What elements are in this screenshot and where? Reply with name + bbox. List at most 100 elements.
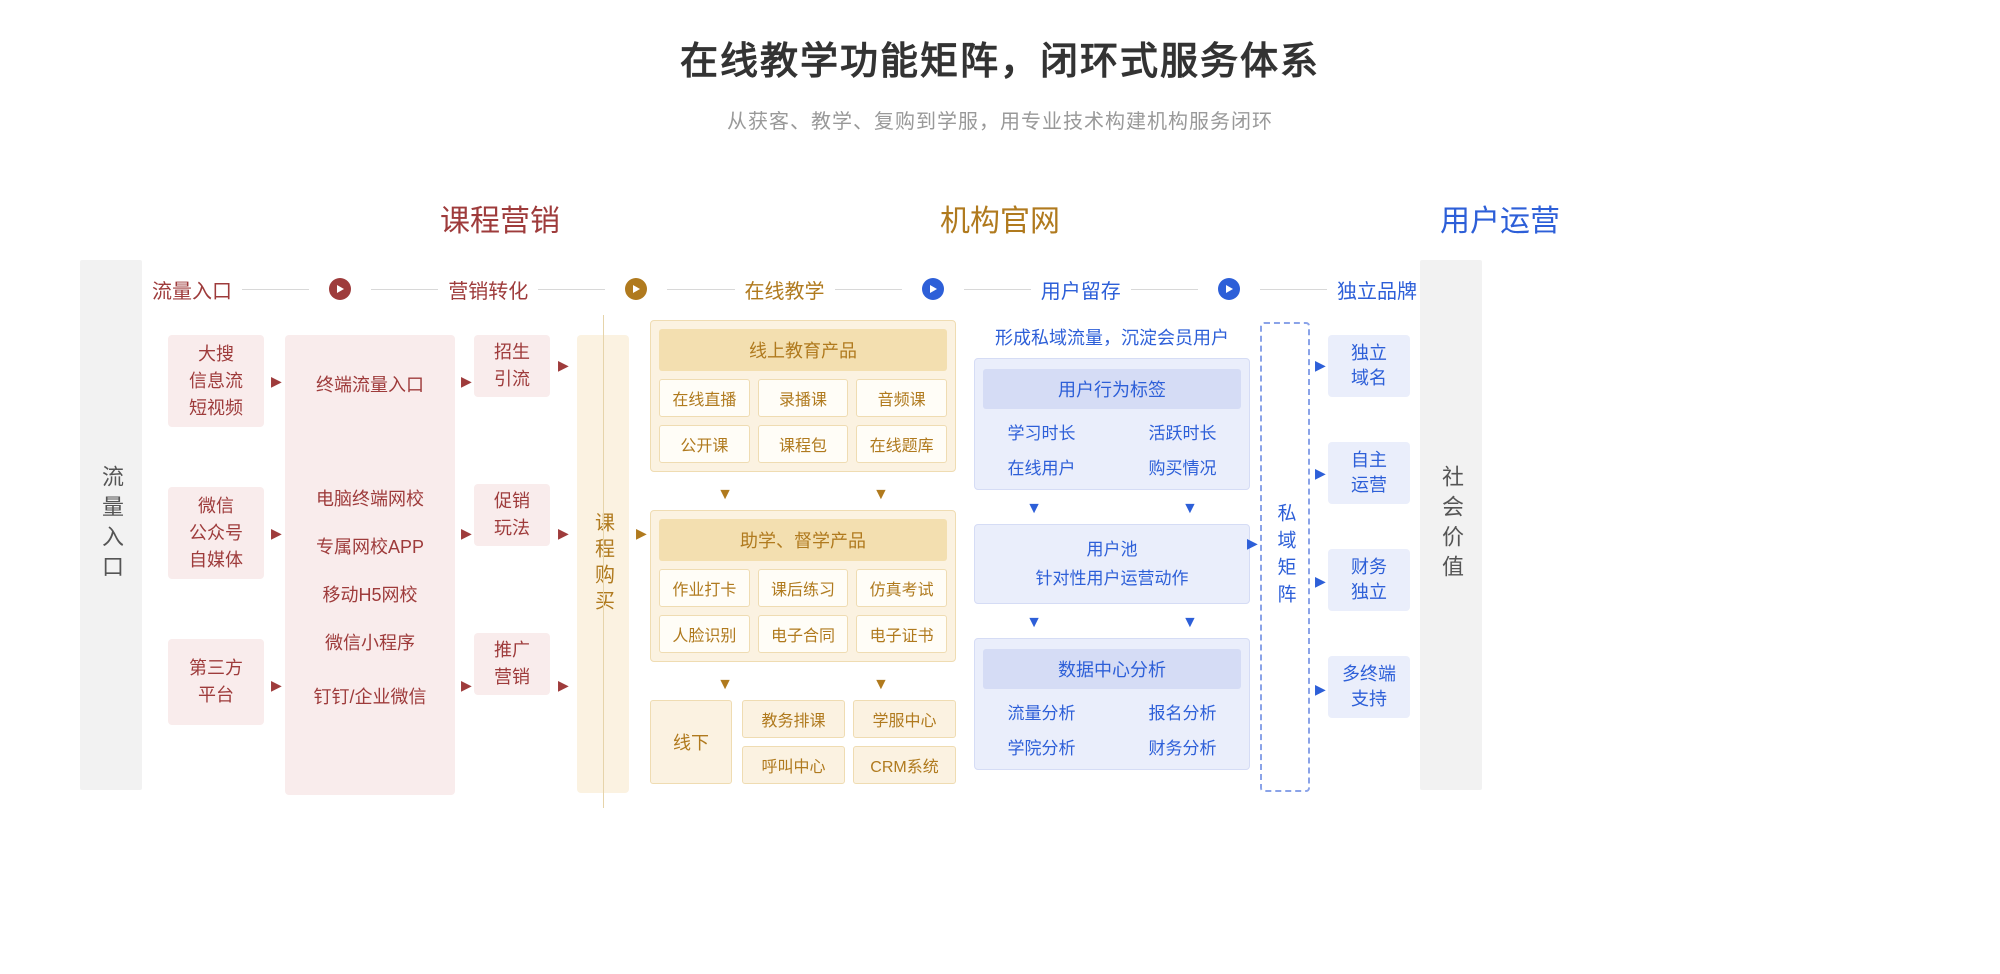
chevron-right-icon: ▶ xyxy=(271,680,281,690)
chip: 电子证书 xyxy=(856,615,947,653)
conv-market: 推广营销 xyxy=(474,633,550,695)
pool-title: 用户池 xyxy=(983,535,1241,560)
vbar-traffic-entry: 流量入口 xyxy=(80,260,142,790)
term-app: 专属网校APP xyxy=(300,533,440,559)
stage-convert: 营销转化 xyxy=(448,275,528,304)
terminals: 终端流量入口 电脑终端网校 专属网校APP 移动H5网校 微信小程序 钉钉/企业… xyxy=(300,353,440,709)
chip: 录播课 xyxy=(758,379,849,417)
stage-teach: 在线教学 xyxy=(745,275,825,304)
tag: 活跃时长 xyxy=(1124,419,1241,444)
data-center-title: 数据中心分析 xyxy=(983,649,1241,689)
traffic-sources: 大搜信息流短视频 微信公众号自媒体 第三方平台 xyxy=(168,335,264,725)
section-marketing: 课程营销 xyxy=(440,196,560,240)
convert-column: 招生引流 促销玩法 推广营销 xyxy=(474,335,550,695)
arrows: ▼▼ xyxy=(650,486,956,504)
src-thirdparty: 第三方平台 xyxy=(168,639,264,725)
pool-desc: 针对性用户运营动作 xyxy=(983,564,1241,589)
tag: 学习时长 xyxy=(983,419,1100,444)
stage-retain: 用户留存 xyxy=(1041,275,1121,304)
orange-divider xyxy=(603,315,604,808)
study-products-title: 助学、督学产品 xyxy=(659,519,947,561)
stage-line xyxy=(964,289,1031,290)
user-tags-panel: 用户行为标签 学习时长 活跃时长 在线用户 购买情况 xyxy=(974,358,1250,490)
user-pool-panel: 用户池 针对性用户运营动作 xyxy=(974,524,1250,604)
chevron-right-icon: ▶ xyxy=(1247,538,1257,548)
conv-enroll: 招生引流 xyxy=(474,335,550,397)
vbar-social-value: 社会价值 xyxy=(1420,260,1482,790)
user-tags-title: 用户行为标签 xyxy=(983,369,1241,409)
chip: 学服中心 xyxy=(853,700,956,738)
play-icon xyxy=(329,278,351,300)
offline-panel: 线下 教务排课 学服中心 呼叫中心 CRM系统 xyxy=(650,700,956,784)
stage-brand: 独立品牌 xyxy=(1337,275,1417,304)
conv-promo: 促销玩法 xyxy=(474,484,550,546)
chip: 课后练习 xyxy=(758,569,849,607)
chevron-right-icon: ▶ xyxy=(1315,360,1325,370)
term-h5: 移动H5网校 xyxy=(300,581,440,607)
brand-domain: 独立域名 xyxy=(1328,335,1410,397)
stage-line xyxy=(538,289,605,290)
chevron-right-icon: ▶ xyxy=(461,528,471,538)
tag: 购买情况 xyxy=(1124,454,1241,479)
stage-line xyxy=(1260,289,1327,290)
section-website: 机构官网 xyxy=(940,196,1060,240)
chip: 仿真考试 xyxy=(856,569,947,607)
chip: 在线题库 xyxy=(856,425,947,463)
arrows: ▼▼ xyxy=(974,500,1250,518)
dc-item: 流量分析 xyxy=(983,699,1100,724)
stage-row: 流量入口 营销转化 在线教学 用户留存 独立品牌 xyxy=(152,274,1417,304)
term-dingtalk: 钉钉/企业微信 xyxy=(300,683,440,709)
section-headers: 课程营销 机构官网 用户运营 xyxy=(0,196,2000,240)
src-wechat: 微信公众号自媒体 xyxy=(168,487,264,579)
dc-item: 财务分析 xyxy=(1124,734,1241,759)
page-title: 在线教学功能矩阵，闭环式服务体系 xyxy=(0,0,2000,85)
dc-item: 报名分析 xyxy=(1124,699,1241,724)
chip: 教务排课 xyxy=(742,700,845,738)
tag: 在线用户 xyxy=(983,454,1100,479)
play-icon xyxy=(1218,278,1240,300)
chevron-right-icon: ▶ xyxy=(271,528,281,538)
stage-traffic: 流量入口 xyxy=(152,275,232,304)
brand-multiterm: 多终端支持 xyxy=(1328,656,1410,718)
chevron-right-icon: ▶ xyxy=(558,680,568,690)
section-operations: 用户运营 xyxy=(1440,196,1560,240)
blue-caption: 形成私域流量，沉淀会员用户 xyxy=(974,324,1250,350)
chevron-right-icon: ▶ xyxy=(558,360,568,370)
chevron-right-icon: ▶ xyxy=(1315,468,1325,478)
chevron-right-icon: ▶ xyxy=(271,376,281,386)
data-center-panel: 数据中心分析 流量分析 报名分析 学院分析 财务分析 xyxy=(974,638,1250,770)
chip: CRM系统 xyxy=(853,746,956,784)
chevron-right-icon: ▶ xyxy=(1315,684,1325,694)
play-icon xyxy=(625,278,647,300)
chevron-right-icon: ▶ xyxy=(461,680,471,690)
diagram: 流量入口 社会价值 流量入口 营销转化 在线教学 用户留存 独立品牌 大搜信息流… xyxy=(80,260,1920,900)
chip: 音频课 xyxy=(856,379,947,417)
brand-operate: 自主运营 xyxy=(1328,442,1410,504)
online-products-panel: 线上教育产品 在线直播 录播课 音频课 公开课 课程包 在线题库 xyxy=(650,320,956,472)
chip: 作业打卡 xyxy=(659,569,750,607)
blue-area: 形成私域流量，沉淀会员用户 用户行为标签 学习时长 活跃时长 在线用户 购买情况… xyxy=(974,324,1250,780)
chip: 人脸识别 xyxy=(659,615,750,653)
chip: 在线直播 xyxy=(659,379,750,417)
stage-line xyxy=(1131,289,1198,290)
page-subtitle: 从获客、教学、复购到学服，用专业技术构建机构服务闭环 xyxy=(0,105,2000,134)
stage-line xyxy=(371,289,438,290)
offline-label: 线下 xyxy=(650,700,732,784)
src-search: 大搜信息流短视频 xyxy=(168,335,264,427)
brand-finance: 财务独立 xyxy=(1328,549,1410,611)
play-icon xyxy=(922,278,944,300)
term-pc: 电脑终端网校 xyxy=(300,485,440,511)
dc-item: 学院分析 xyxy=(983,734,1100,759)
chevron-right-icon: ▶ xyxy=(558,528,568,538)
chip: 课程包 xyxy=(758,425,849,463)
stage-line xyxy=(667,289,734,290)
orange-area: 线上教育产品 在线直播 录播课 音频课 公开课 课程包 在线题库 ▼▼ 助学、督… xyxy=(650,320,956,784)
chevron-right-icon: ▶ xyxy=(1315,576,1325,586)
chip: 电子合同 xyxy=(758,615,849,653)
arrows: ▼▼ xyxy=(974,614,1250,632)
private-domain-matrix: 私域矩阵 xyxy=(1260,322,1310,792)
arrows: ▼▼ xyxy=(650,676,956,694)
study-products-panel: 助学、督学产品 作业打卡 课后练习 仿真考试 人脸识别 电子合同 电子证书 xyxy=(650,510,956,662)
chip: 呼叫中心 xyxy=(742,746,845,784)
chip: 公开课 xyxy=(659,425,750,463)
